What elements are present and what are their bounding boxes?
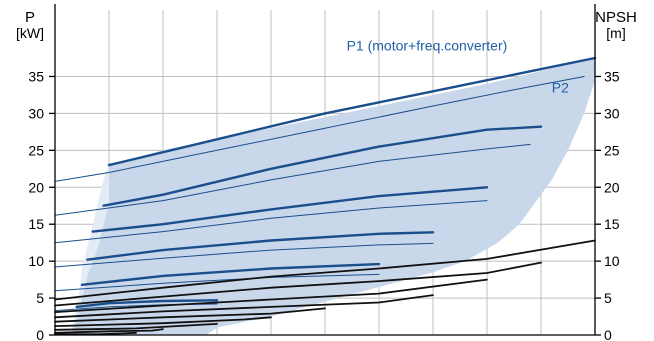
right-tick-label: 15 (604, 216, 620, 232)
p2-curve (54, 76, 585, 182)
left-tick-label: 0 (36, 327, 44, 341)
p1-curve (86, 231, 435, 261)
tick-group: 0 5 10 15 20 25 30 35 0 5 10 15 20 25 30 35 (28, 68, 619, 341)
left-tick-label: 20 (28, 179, 44, 195)
annotation-p2: P2 (552, 80, 569, 96)
right-axis-label-line2: [m] (606, 25, 625, 41)
p1-curve (80, 262, 381, 286)
left-axis-label-line1: P (25, 9, 35, 26)
left-tick-label: 15 (28, 216, 44, 232)
left-tick-label: 10 (28, 253, 44, 269)
left-axis-label-line2: [kW] (16, 25, 44, 41)
p2-curve (54, 143, 531, 216)
operating-region (71, 58, 595, 335)
right-tick-label: 25 (604, 142, 620, 158)
right-tick-label: 0 (604, 327, 612, 341)
npsh-curve (54, 278, 488, 313)
annotation-p1: P1 (motor+freq.converter) (347, 38, 508, 54)
npsh-curve (54, 294, 434, 319)
p2-curve (54, 200, 488, 244)
npsh-curve (54, 316, 272, 327)
right-tick-label: 10 (604, 253, 620, 269)
left-tick-label: 5 (36, 290, 44, 306)
npsh-curve (54, 307, 326, 323)
left-tick-label: 35 (28, 68, 44, 84)
left-tick-label: 25 (28, 142, 44, 158)
npsh-curve (54, 261, 542, 307)
p1-curve (107, 56, 597, 167)
p2-curve (54, 242, 434, 268)
right-tick-label: 30 (604, 105, 620, 121)
p1-curve (102, 125, 543, 207)
right-axis-label-line1: NPSH (595, 9, 637, 26)
right-tick-label: 20 (604, 179, 620, 195)
operating-region-inner-area (71, 165, 109, 335)
plot-frame (54, 4, 596, 336)
left-tick-label: 30 (28, 105, 44, 121)
operating-region-area (71, 58, 595, 335)
p1-curve (75, 299, 219, 309)
npsh-curve (54, 328, 164, 334)
npsh-curve (54, 331, 137, 336)
p2-curve (54, 273, 380, 292)
right-tick-label: 5 (604, 290, 612, 306)
npsh-curve (54, 323, 218, 331)
npsh-curve (54, 239, 596, 301)
right-tick-label: 35 (604, 68, 620, 84)
series-group (54, 56, 597, 336)
p1-curve (91, 186, 489, 233)
